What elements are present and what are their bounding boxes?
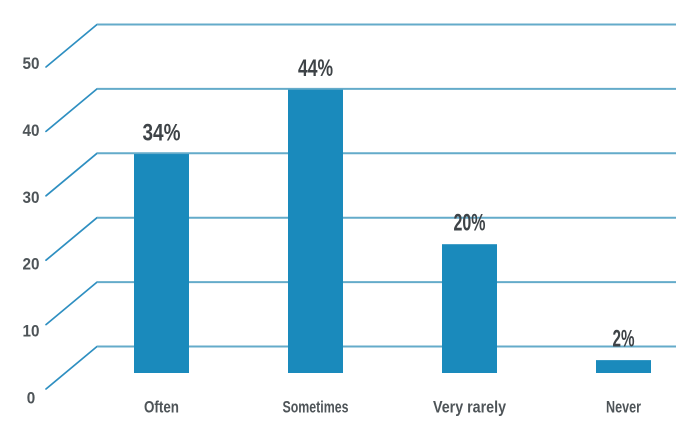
bar: [442, 244, 497, 373]
y-axis-tick-label: 0: [27, 389, 36, 408]
gridline-diagonal-connector: [45, 216, 98, 262]
y-axis-tick-label: 30: [23, 188, 40, 207]
gridline-diagonal-connector: [45, 152, 98, 197]
y-axis-tick-label: 20: [23, 255, 40, 274]
x-axis-category-label: Never: [606, 398, 641, 417]
bar-value-label: 20%: [454, 210, 486, 237]
bar: [596, 360, 651, 373]
gridline-diagonal-connector: [45, 345, 98, 390]
gridline-diagonal-connector: [45, 88, 98, 133]
y-axis-tick-label: 40: [23, 121, 40, 140]
gridline-diagonal-connector: [45, 23, 98, 68]
y-axis-tick-label: 10: [23, 322, 40, 341]
bar-value-label: 2%: [613, 326, 635, 353]
bar: [288, 89, 343, 373]
bar-value-label: 34%: [143, 120, 181, 147]
gridline-diagonal-connector: [45, 281, 98, 326]
x-axis-category-label: Often: [144, 398, 179, 417]
bar: [134, 154, 189, 373]
x-axis-category-label: Sometimes: [283, 398, 349, 417]
bar-value-label: 44%: [298, 55, 333, 82]
y-axis-tick-label: 50: [23, 54, 40, 73]
x-axis-category-label: Very rarely: [433, 398, 506, 417]
